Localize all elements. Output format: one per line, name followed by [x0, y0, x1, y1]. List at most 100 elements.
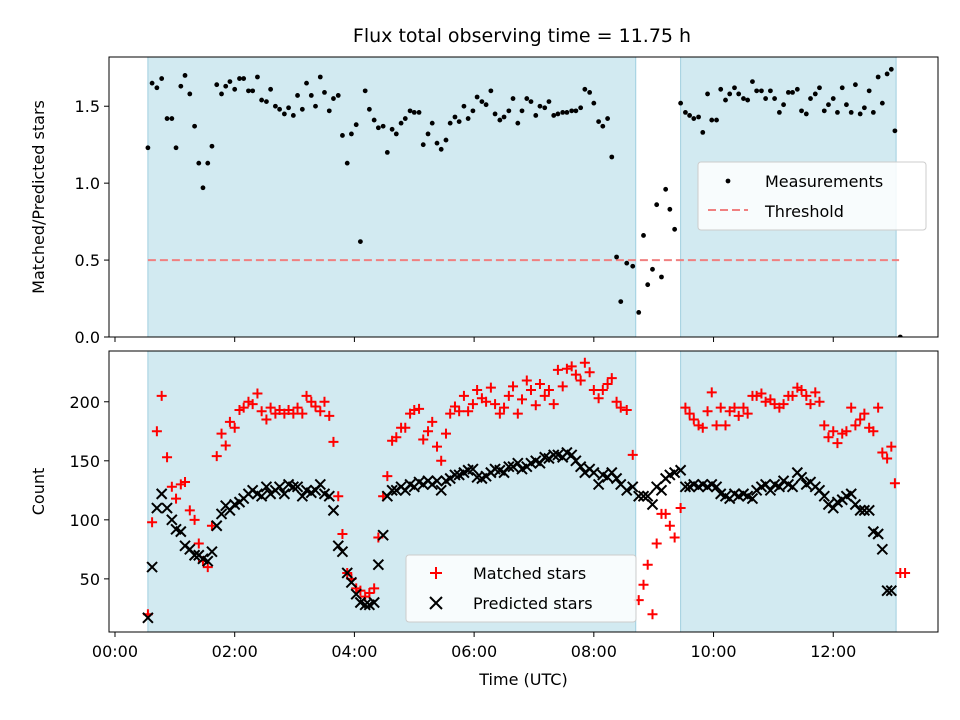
matched-star-point [499, 402, 510, 413]
measurement-point [492, 111, 498, 117]
measurement-point [884, 71, 890, 77]
predicted-star-point [655, 484, 668, 497]
matched-star-point [485, 382, 496, 393]
measurement-point [830, 96, 836, 101]
measurement-point [892, 128, 898, 134]
measurement-point [456, 119, 462, 125]
matched-star-point [823, 432, 834, 443]
measurement-point [145, 145, 151, 151]
measurement-point [237, 76, 242, 81]
measurement-point [636, 309, 642, 315]
figure-title: Flux total observing time = 11.75 h [353, 25, 691, 47]
measurement-point [250, 88, 256, 94]
y-tick-label: 50 [80, 570, 100, 589]
measurement-point [357, 239, 363, 245]
predicted-star-point [646, 498, 659, 511]
measurement-point [371, 117, 377, 123]
matched-star-point [855, 414, 866, 425]
matched-star-point [391, 432, 402, 443]
matched-star-point [252, 388, 263, 399]
measurement-point [888, 66, 894, 72]
matched-star-point [440, 428, 451, 439]
measurement-point [434, 140, 440, 146]
measurement-point [340, 133, 345, 138]
measurement-point [510, 96, 516, 101]
measurement-point [447, 120, 453, 126]
legend-top: Measurements Threshold [697, 161, 927, 231]
matched-star-point [711, 420, 722, 431]
predicted-star-point [155, 488, 168, 500]
matched-star-point [742, 408, 753, 419]
x-axis-label: Time (UTC) [478, 670, 567, 689]
predicted-star-point [633, 490, 645, 502]
measurement-point [870, 109, 876, 115]
matched-star-point [543, 384, 554, 395]
matched-star-point [423, 426, 434, 437]
measurement-point [812, 91, 818, 97]
measurement-point [803, 111, 809, 117]
measurement-point [286, 105, 291, 111]
matched-star-point [328, 436, 339, 447]
measurement-point [470, 108, 476, 114]
matched-star-point [675, 503, 686, 514]
legend-measurements-marker [725, 178, 731, 184]
measurement-point [326, 108, 332, 114]
legend-threshold-label: Threshold [764, 202, 844, 221]
measurement-point [246, 88, 251, 94]
predicted-star-point [142, 612, 154, 624]
measurement-point [569, 108, 575, 114]
measurement-point [519, 108, 525, 114]
matched-star-point [801, 390, 812, 401]
matched-star-point [418, 434, 429, 445]
measurement-point [389, 126, 395, 132]
measurement-point [700, 129, 706, 135]
matched-star-point [297, 408, 308, 419]
measurement-point [272, 103, 278, 109]
predicted-star-point [359, 599, 371, 611]
y-tick-label: 150 [69, 452, 100, 471]
predicted-star-point [818, 490, 830, 502]
measurement-point [723, 97, 728, 103]
matched-star-point [333, 491, 344, 502]
legend-measurements-label: Measurements [765, 172, 883, 191]
predicted-star-point [314, 478, 326, 491]
measurement-point [641, 233, 646, 238]
predicted-star-point [574, 460, 587, 473]
legend-matched-label: Matched stars [473, 564, 586, 583]
measurement-point [474, 94, 480, 100]
legend-top-box [697, 161, 927, 231]
predicted-star-point [467, 463, 479, 475]
measurement-point [573, 108, 579, 114]
measurement-point [533, 113, 539, 118]
matched-star-point [432, 441, 443, 452]
matched-star-point [458, 390, 469, 401]
measurement-point [618, 299, 624, 305]
measurement-point [149, 80, 155, 86]
measurement-point [781, 102, 786, 108]
predicted-star-point [341, 567, 353, 579]
matched-star-point [364, 588, 375, 599]
y-axis-label: Count [29, 468, 48, 516]
predicted-star-point [786, 481, 799, 493]
predicted-star-point [827, 502, 839, 514]
measurement-point [560, 109, 566, 115]
predicted-star-point [273, 481, 286, 493]
measurement-point [759, 88, 764, 94]
measurement-point [546, 99, 552, 105]
measurement-point [844, 102, 849, 108]
matched-star-point [193, 538, 204, 549]
top-panel-ratio: 0.0 0.5 1.0 1.5 Matched/Predicted stars Measu… [29, 56, 939, 347]
measurement-point [600, 123, 606, 129]
legend-predicted-label: Predicted stars [473, 594, 593, 613]
matched-star-point [467, 399, 478, 410]
measurement-point [667, 206, 673, 212]
measurement-point [763, 96, 769, 101]
measurement-point [322, 89, 327, 95]
matched-star-point [575, 375, 586, 386]
measurement-point [277, 106, 282, 112]
predicted-star-point [323, 490, 335, 502]
predicted-star-point [345, 576, 358, 589]
matched-star-point [841, 426, 852, 437]
measurement-point [227, 79, 233, 85]
matched-star-point [602, 379, 613, 390]
